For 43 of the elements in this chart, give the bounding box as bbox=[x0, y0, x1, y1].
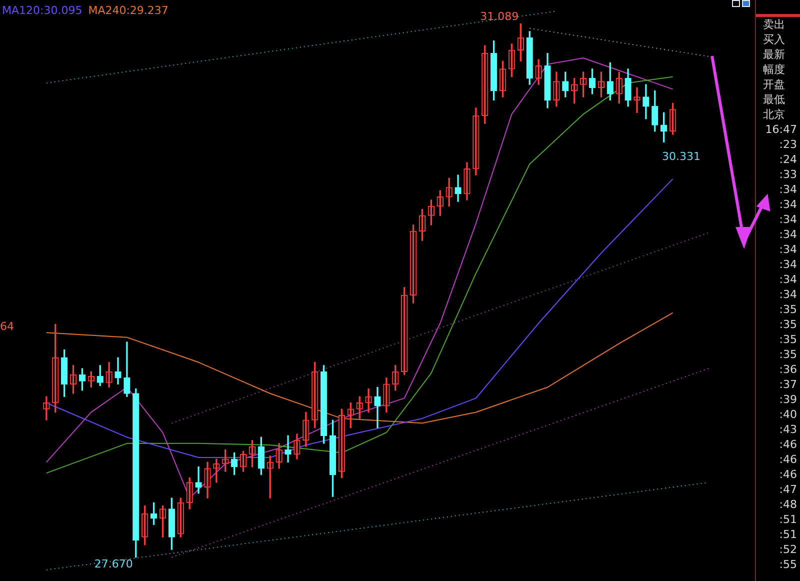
text: :34 bbox=[778, 212, 798, 227]
text: :24 bbox=[778, 152, 798, 167]
text: :48 bbox=[778, 497, 798, 512]
text: 64 bbox=[0, 320, 14, 333]
text: :23 bbox=[778, 137, 798, 152]
text: :36 bbox=[778, 362, 798, 377]
text: :33 bbox=[778, 167, 798, 182]
text: :46 bbox=[778, 437, 798, 452]
annotation: 27.670 bbox=[94, 558, 133, 571]
text: :34 bbox=[778, 287, 798, 302]
text: :35 bbox=[778, 317, 798, 332]
text: :34 bbox=[778, 272, 798, 287]
text: :51 bbox=[778, 527, 798, 542]
text: :40 bbox=[778, 407, 798, 422]
text: :43 bbox=[778, 422, 798, 437]
text: MA120:30.095 bbox=[2, 4, 82, 17]
text: :55 bbox=[778, 557, 798, 572]
text: :37 bbox=[778, 377, 798, 392]
text: :34 bbox=[778, 257, 798, 272]
text: :34 bbox=[778, 227, 798, 242]
text: MA240:29.237 bbox=[88, 4, 168, 17]
annotation: 30.331 bbox=[662, 150, 700, 163]
text: 北京 bbox=[762, 107, 786, 122]
text: 16:47 bbox=[764, 122, 798, 137]
text: :39 bbox=[778, 392, 798, 407]
text: 卖出 bbox=[756, 14, 800, 32]
text: :35 bbox=[778, 332, 798, 347]
text: :47 bbox=[778, 482, 798, 497]
text: 开盘 bbox=[762, 77, 786, 92]
text: :46 bbox=[778, 452, 798, 467]
text: 买入 bbox=[762, 32, 786, 47]
annotation: 31.089 bbox=[480, 10, 519, 24]
text: :52 bbox=[778, 542, 798, 557]
text: 最低 bbox=[762, 92, 786, 107]
text: 幅度 bbox=[762, 62, 786, 77]
text: :51 bbox=[778, 512, 798, 527]
text: :34 bbox=[778, 242, 798, 257]
text: :35 bbox=[778, 302, 798, 317]
text: :35 bbox=[778, 347, 798, 362]
text: :34 bbox=[778, 182, 798, 197]
text: 最新 bbox=[762, 47, 786, 62]
text: :34 bbox=[778, 197, 798, 212]
text: :46 bbox=[778, 467, 798, 482]
